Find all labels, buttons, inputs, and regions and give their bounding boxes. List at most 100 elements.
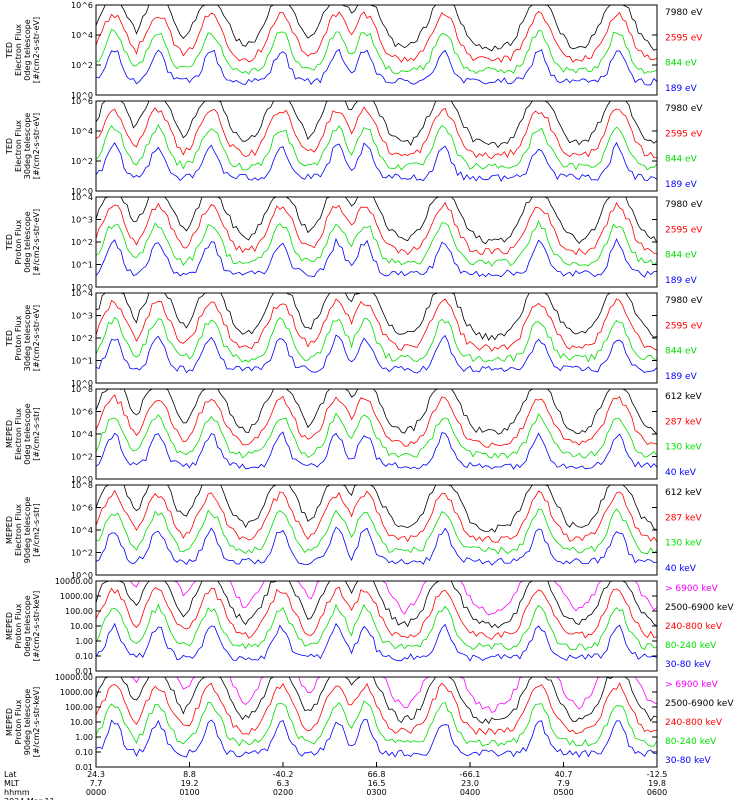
legend-entry: 7980 eV xyxy=(665,8,703,18)
y-tick-label: 10^0 xyxy=(71,91,93,100)
y-tick-label: 10^0 xyxy=(71,187,93,196)
y-axis-label: TED xyxy=(5,330,14,347)
legend-entry: 7980 eV xyxy=(665,200,703,210)
legend-entry: 30-80 keV xyxy=(665,660,711,670)
plot-frame xyxy=(95,388,658,480)
y-tick-label: 1000.00 xyxy=(60,592,93,601)
trace-2595-ev xyxy=(96,298,657,352)
y-tick-label: 1.00 xyxy=(75,733,93,742)
panel-8: 0.01 0.10 1.00 10.00 100.00 1000.00 10000.00 ME… xyxy=(5,673,734,772)
y-axis-label: 0deg telescope xyxy=(23,19,32,80)
panel-1: 10^0 10^2 10^4 10^6 TED Electron Flux 0deg tel… xyxy=(5,1,703,100)
panel-6: 10^0 10^2 10^4 10^6 10^8 MEPED Electron Flux 90… xyxy=(5,481,702,580)
trace-2500-6900-kev xyxy=(96,581,657,629)
y-axis-label: Electron Flux xyxy=(14,504,23,556)
y-tick-label: 1.00 xyxy=(75,637,93,646)
plot-frame xyxy=(95,292,658,384)
trace-287-kev xyxy=(96,489,657,543)
trace-612-kev xyxy=(96,485,657,533)
y-axis-label: MEPED xyxy=(5,612,14,640)
y-axis-label: 30deg telescope xyxy=(23,113,32,180)
y-tick-label: 10^2 xyxy=(71,238,93,247)
legend-entry: 2500-6900 keV xyxy=(665,699,734,709)
panel-7: 0.01 0.10 1.00 10.00 100.00 1000.00 10000.00 ME… xyxy=(5,577,734,676)
x-tick-label: 7.9 xyxy=(557,779,570,788)
y-axis-label: [#/cm2-s-str] xyxy=(32,407,41,460)
y-tick-label: 0.10 xyxy=(75,748,93,757)
trace-7980-ev xyxy=(96,5,657,52)
legend-entry: 844 eV xyxy=(665,251,698,261)
x-tick-label: 6.3 xyxy=(277,779,290,788)
trace-844-ev xyxy=(96,29,657,75)
y-axis-label: [#/cm2-s-str-keV] xyxy=(32,687,41,758)
x-tick-label: 19.8 xyxy=(648,779,666,788)
y-tick-label: 10^3 xyxy=(71,216,93,225)
y-tick-label: 10.00 xyxy=(70,718,93,727)
x-tick-label: 24.3 xyxy=(87,770,105,779)
y-axis-label: [#/cm2-s-str] xyxy=(32,503,41,556)
trace-844-ev xyxy=(96,123,657,171)
legend-entry: 2595 eV xyxy=(665,321,703,331)
y-tick-label: 10^2 xyxy=(71,157,93,166)
legend-entry: 189 eV xyxy=(665,180,698,190)
y-axis-label: [#/cm2-s-str-eV] xyxy=(32,17,41,83)
legend-entry: 612 keV xyxy=(665,392,702,402)
trace-2595-ev xyxy=(96,106,657,159)
panel-2: 10^0 10^2 10^4 10^6 TED Electron Flux 30deg te… xyxy=(5,97,703,196)
plot-frame xyxy=(95,484,658,576)
y-axis-label: Electron Flux xyxy=(14,408,23,460)
trace-30-80-kev xyxy=(96,622,657,662)
x-tick-label: 0500 xyxy=(553,788,573,797)
y-tick-label: 1000.00 xyxy=(60,688,93,697)
trace-130-kev xyxy=(96,412,657,459)
trace-30-80-kev xyxy=(96,719,657,758)
y-tick-label: 10^2 xyxy=(71,453,93,462)
panel-3: 10^0 10^1 10^2 10^3 10^4 TED Proton Flux 0deg t… xyxy=(5,193,703,292)
trace-844-ev xyxy=(96,316,657,363)
y-tick-label: 10^2 xyxy=(71,61,93,70)
legend-entry: > 6900 keV xyxy=(665,584,719,594)
y-axis-label: 90deg telescope xyxy=(23,497,32,564)
x-row-label: Lat xyxy=(4,770,17,779)
y-tick-label: 0.01 xyxy=(75,667,93,676)
trace-189-ev xyxy=(96,142,657,182)
legend-entry: 189 eV xyxy=(665,276,698,286)
panel-5: 10^0 10^2 10^4 10^6 10^8 MEPED Electron Flux 0d… xyxy=(5,385,702,484)
x-tick-label: 19.2 xyxy=(181,779,199,788)
legend-entry: 2595 eV xyxy=(665,225,703,235)
y-axis-label: Proton Flux xyxy=(14,315,23,360)
x-row-label: 2024 Mar 11 xyxy=(4,797,55,800)
y-tick-label: 10^1 xyxy=(71,261,93,270)
trace-7980-ev xyxy=(96,101,657,149)
y-axis-label: [#/cm2-s-str-eV] xyxy=(32,209,41,275)
trace-189-ev xyxy=(96,48,657,86)
legend-entry: 2500-6900 keV xyxy=(665,603,734,613)
legend-entry: 7980 eV xyxy=(665,104,703,114)
x-row-label: MLT xyxy=(4,779,19,788)
legend-entry: 40 keV xyxy=(665,468,697,478)
y-tick-label: 10^1 xyxy=(71,357,93,366)
y-axis-label: [#/cm2-s-str-eV] xyxy=(32,305,41,371)
y-axis-label: MEPED xyxy=(5,420,14,448)
y-tick-label: 10^3 xyxy=(71,312,93,321)
x-tick-label: 0300 xyxy=(366,788,386,797)
x-tick-label: 0200 xyxy=(273,788,293,797)
x-tick-label: -12.5 xyxy=(647,770,668,779)
y-tick-label: 10^6 xyxy=(71,97,93,106)
y-tick-label: 10^6 xyxy=(71,408,93,417)
y-tick-label: 10^4 xyxy=(71,430,93,439)
y-tick-label: 0.01 xyxy=(75,763,93,772)
y-axis-label: TED xyxy=(5,234,14,251)
legend-entry: 240-800 keV xyxy=(665,718,723,728)
y-axis-label: TED xyxy=(5,138,14,155)
legend-entry: 7980 eV xyxy=(665,296,703,306)
plot-frame xyxy=(95,100,658,192)
legend-entry: 40 keV xyxy=(665,564,697,574)
y-tick-label: 100.00 xyxy=(65,607,93,616)
y-axis-label: TED xyxy=(5,42,14,59)
panel-4: 10^0 10^1 10^2 10^3 10^4 TED Proton Flux 30deg … xyxy=(5,289,703,388)
x-tick-label: 7.7 xyxy=(90,779,103,788)
x-row-label: hhmm xyxy=(4,788,30,797)
